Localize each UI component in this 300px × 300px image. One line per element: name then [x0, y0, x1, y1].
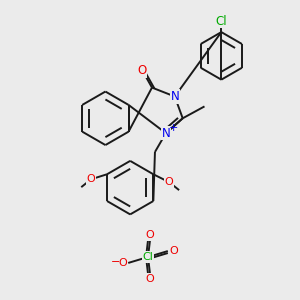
Text: +: + — [169, 123, 178, 133]
Text: O: O — [165, 177, 174, 187]
Text: Cl: Cl — [142, 252, 154, 262]
Text: O: O — [146, 230, 154, 240]
Text: −: − — [111, 257, 120, 267]
Text: O: O — [87, 174, 95, 184]
Text: O: O — [146, 274, 154, 284]
Text: O: O — [137, 64, 147, 77]
Text: N: N — [170, 90, 179, 103]
Text: N: N — [161, 127, 170, 140]
Text: O: O — [169, 246, 178, 256]
Text: O: O — [119, 258, 128, 268]
Text: Cl: Cl — [215, 15, 227, 28]
